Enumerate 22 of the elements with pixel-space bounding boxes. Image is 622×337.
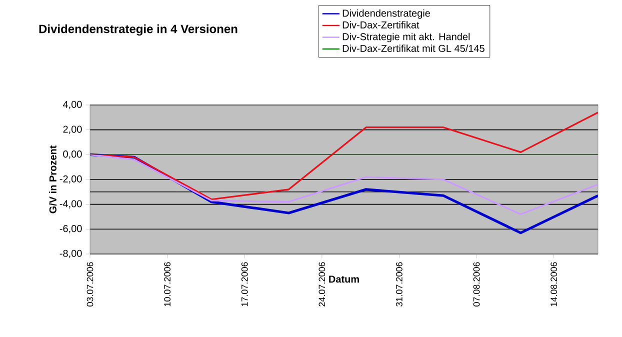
chart-title: Dividendenstrategie in 4 Versionen (39, 24, 238, 36)
y-tick-label: -6,00 (60, 225, 82, 234)
x-tick-label: 10.07.2006 (164, 262, 170, 306)
y-tick-label: -4,00 (60, 200, 82, 208)
legend-label: Div-Strategie mit akt. Handel (342, 32, 470, 42)
y-tick-label: -2,00 (60, 175, 82, 184)
x-axis-title: Datum (329, 276, 359, 283)
y-axis-title: G/V in Prozent (49, 145, 57, 214)
legend-label: Div-Dax-Zertifikat (342, 21, 420, 28)
y-tick-label: 4,00 (62, 100, 82, 110)
x-tick-label: 03.07.2006 (86, 262, 94, 306)
x-tick-label: 31.07.2006 (396, 262, 402, 306)
y-tick-label: 2,00 (63, 126, 82, 134)
y-tick-label: -8,00 (60, 250, 82, 258)
x-tick-label: 17.07.2006 (241, 262, 248, 306)
x-tick-label: 14.08.2006 (550, 262, 558, 306)
x-tick-label: 24.07.2006 (318, 262, 326, 306)
legend-label: Dividendenstrategie (342, 9, 430, 19)
y-tick-label: 0,00 (63, 150, 82, 159)
x-tick-label: 07.08.2006 (473, 262, 480, 306)
legend-label: Div-Dax-Zertifikat mit GL 45/145 (342, 44, 484, 52)
line-series (90, 154, 598, 216)
